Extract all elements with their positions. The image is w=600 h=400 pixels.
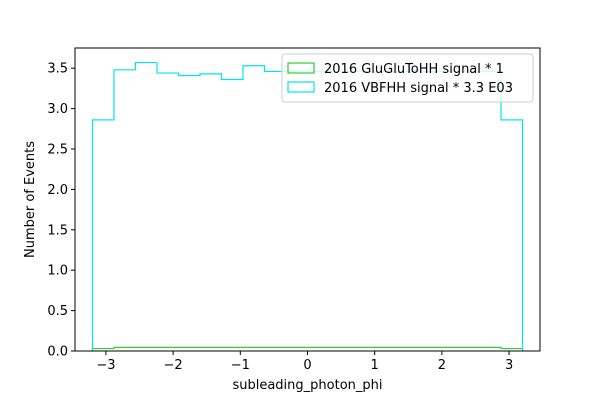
legend-swatch-0 (287, 62, 315, 74)
y-tick-label: 1.0 (47, 264, 68, 279)
x-tick-label: 3 (505, 358, 513, 373)
series-1-step-line (91, 61, 524, 351)
legend-swatch-1 (287, 81, 315, 93)
x-tick-label: 2 (438, 358, 446, 373)
legend-label-1: 2016 VBFHH signal * 3.3 E03 (324, 81, 513, 96)
y-tick-label: 2.0 (47, 183, 68, 198)
x-axis-label: subleading_photon_phi (232, 378, 382, 393)
legend: 2016 GluGluToHH signal * 1 2016 VBFHH sig… (281, 53, 534, 103)
y-tick-label: 0.5 (47, 304, 68, 319)
y-axis-label: Number of Events (23, 141, 38, 258)
x-tick-label: 0 (303, 358, 311, 373)
x-tick-label: 1 (371, 358, 379, 373)
legend-label-0: 2016 GluGluToHH signal * 1 (324, 62, 504, 77)
y-tick-label: 1.5 (47, 223, 68, 238)
y-tick-label: 3.5 (47, 62, 68, 77)
legend-box (281, 53, 534, 103)
series-0-step-line (91, 346, 524, 351)
x-tick-label: −2 (164, 358, 183, 373)
y-tick-label: 0.0 (47, 345, 68, 360)
x-tick-label: −1 (231, 358, 250, 373)
x-tick-label: −3 (96, 358, 115, 373)
y-tick-label: 3.0 (47, 102, 68, 117)
y-tick-label: 2.5 (47, 143, 68, 158)
